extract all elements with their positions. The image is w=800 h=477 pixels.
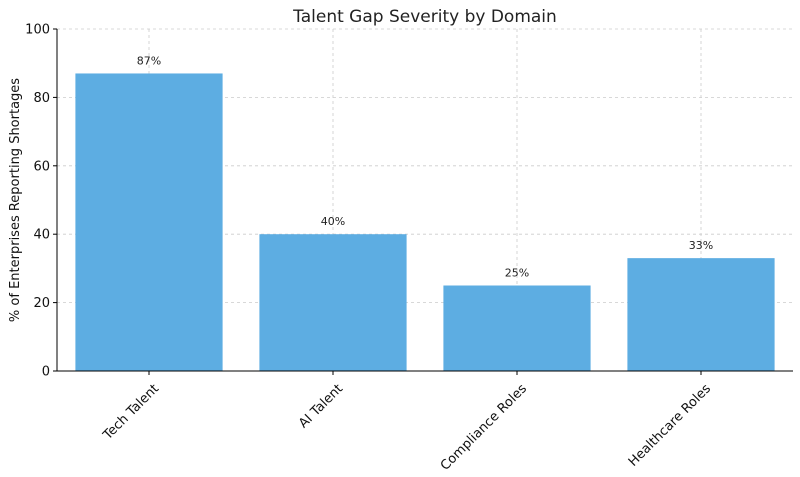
x-tick-label: Tech Talent [100,381,162,443]
chart-title: Talent Gap Severity by Domain [292,7,557,27]
y-tick-label: 40 [33,228,50,243]
bar-ai-talent [259,234,407,371]
data-label: 25% [505,267,529,280]
y-tick-label: 60 [33,159,50,174]
data-label: 33% [689,239,713,252]
bar-tech-talent [75,73,223,372]
bars-layer [75,73,775,372]
bar-compliance-roles [443,285,591,371]
y-tick-label: 80 [33,91,50,106]
x-tick-label: Compliance Roles [438,381,530,473]
y-tick-label: 20 [33,296,50,311]
y-tick-label: 100 [25,23,50,38]
y-axis-label: % of Enterprises Reporting Shortages [8,78,23,322]
data-label: 87% [137,54,161,67]
y-tick-label: 0 [42,365,50,380]
data-label: 40% [321,215,345,228]
x-tick-label: Healthcare Roles [626,381,714,469]
x-tick-label: AI Talent [296,381,346,431]
axes-layer [53,28,793,375]
bar-healthcare-roles [627,258,775,371]
